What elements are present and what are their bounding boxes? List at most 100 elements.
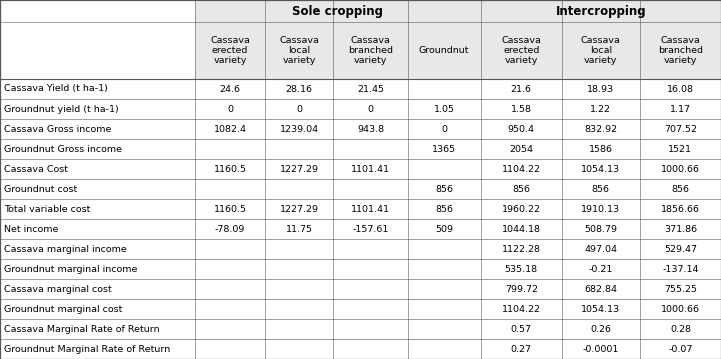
Bar (0, 79, 195, 99)
Text: -0.07: -0.07 (668, 345, 693, 354)
Bar (408, 119, 481, 139)
Bar (195, 0, 481, 22)
Bar (481, 119, 562, 139)
Bar (265, 299, 333, 319)
Text: -78.09: -78.09 (215, 224, 245, 233)
Bar (640, 199, 721, 219)
Text: 535.18: 535.18 (505, 265, 538, 274)
Bar (562, 339, 640, 359)
Text: 1239.04: 1239.04 (280, 125, 319, 134)
Text: 24.6: 24.6 (219, 84, 241, 93)
Bar (562, 199, 640, 219)
Bar (195, 219, 265, 239)
Text: 1044.18: 1044.18 (502, 224, 541, 233)
Text: 0.28: 0.28 (670, 325, 691, 334)
Text: 1.22: 1.22 (590, 104, 611, 113)
Bar (481, 319, 562, 339)
Bar (265, 239, 333, 259)
Bar (640, 339, 721, 359)
Bar (265, 79, 333, 99)
Bar (0, 139, 195, 159)
Text: Cassava Cost: Cassava Cost (4, 164, 68, 173)
Text: Cassava
erected
variety: Cassava erected variety (210, 36, 250, 65)
Text: 16.08: 16.08 (667, 84, 694, 93)
Bar (562, 179, 640, 199)
Bar (333, 199, 408, 219)
Bar (0, 299, 195, 319)
Text: -0.0001: -0.0001 (583, 345, 619, 354)
Bar (640, 79, 721, 99)
Bar (481, 279, 562, 299)
Text: 1160.5: 1160.5 (213, 164, 247, 173)
Bar (195, 299, 265, 319)
Bar (265, 219, 333, 239)
Bar (265, 319, 333, 339)
Text: 1054.13: 1054.13 (581, 164, 620, 173)
Text: 508.79: 508.79 (584, 224, 617, 233)
Text: 1104.22: 1104.22 (502, 304, 541, 313)
Text: 1521: 1521 (668, 145, 692, 154)
Bar (0, 319, 195, 339)
Bar (481, 139, 562, 159)
Bar (0, 199, 195, 219)
Bar (562, 119, 640, 139)
Bar (481, 239, 562, 259)
Text: 856: 856 (671, 185, 689, 194)
Bar (481, 199, 562, 219)
Bar (265, 339, 333, 359)
Bar (481, 179, 562, 199)
Bar (640, 219, 721, 239)
Bar (0, 339, 195, 359)
Bar (640, 139, 721, 159)
Bar (408, 99, 481, 119)
Bar (408, 259, 481, 279)
Bar (481, 0, 721, 22)
Text: 11.75: 11.75 (286, 224, 313, 233)
Text: 21.6: 21.6 (510, 84, 532, 93)
Bar (562, 22, 640, 79)
Bar (195, 79, 265, 99)
Bar (562, 259, 640, 279)
Bar (408, 219, 481, 239)
Text: Cassava
local
variety: Cassava local variety (279, 36, 319, 65)
Text: 0: 0 (368, 104, 373, 113)
Bar (265, 159, 333, 179)
Bar (640, 159, 721, 179)
Text: 1.58: 1.58 (510, 104, 532, 113)
Text: 856: 856 (435, 185, 454, 194)
Bar (562, 239, 640, 259)
Text: Groundnut cost: Groundnut cost (4, 185, 77, 194)
Bar (640, 119, 721, 139)
Bar (333, 259, 408, 279)
Text: 856: 856 (513, 185, 530, 194)
Text: 0.57: 0.57 (510, 325, 532, 334)
Text: 0: 0 (227, 104, 233, 113)
Text: 509: 509 (435, 224, 454, 233)
Text: 755.25: 755.25 (664, 284, 697, 294)
Bar (0, 259, 195, 279)
Text: 1227.29: 1227.29 (280, 164, 319, 173)
Bar (333, 299, 408, 319)
Bar (333, 119, 408, 139)
Text: 0: 0 (296, 104, 302, 113)
Text: 1960.22: 1960.22 (502, 205, 541, 214)
Bar (408, 159, 481, 179)
Bar (333, 139, 408, 159)
Bar (333, 159, 408, 179)
Text: 529.47: 529.47 (664, 244, 697, 253)
Text: 0: 0 (441, 125, 447, 134)
Text: 2054: 2054 (509, 145, 534, 154)
Bar (640, 259, 721, 279)
Bar (333, 339, 408, 359)
Bar (0, 239, 195, 259)
Text: Groundnut Gross income: Groundnut Gross income (4, 145, 122, 154)
Bar (408, 139, 481, 159)
Text: Total variable cost: Total variable cost (4, 205, 90, 214)
Text: 799.72: 799.72 (505, 284, 538, 294)
Bar (195, 139, 265, 159)
Bar (562, 279, 640, 299)
Bar (265, 22, 333, 79)
Text: 1365: 1365 (432, 145, 456, 154)
Text: Intercropping: Intercropping (555, 5, 646, 18)
Bar (640, 99, 721, 119)
